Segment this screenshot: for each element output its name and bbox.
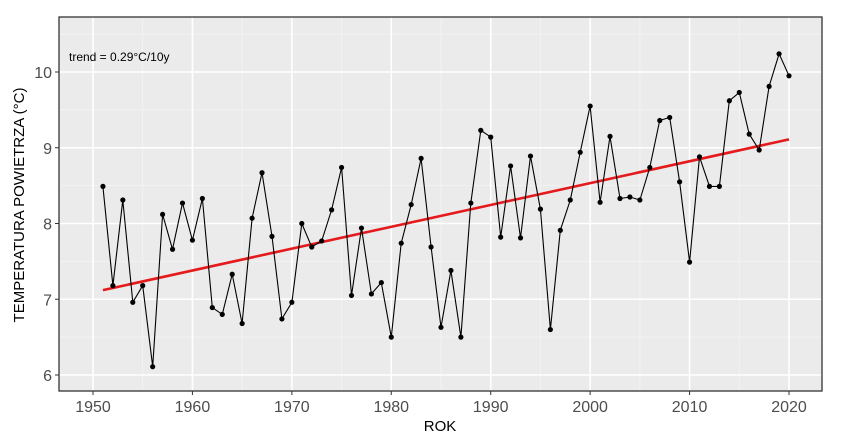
data-point [617,195,623,202]
x-tick-label: 1990 [473,399,509,416]
y-axis-ticks: 6 7 8 9 10 [34,65,59,385]
data-point [527,153,534,159]
data-point [259,170,265,176]
grid-minor [59,17,822,391]
data-point [786,73,792,79]
data-point [716,183,723,189]
data-point [160,211,166,218]
data-point [478,127,484,133]
data-point [567,197,573,203]
data-point [348,292,355,299]
y-tick-label: 9 [43,141,52,158]
data-point [130,299,136,305]
x-tick-label: 2020 [771,399,807,416]
x-axis-ticks: 1950 1960 1970 1980 1990 2000 2010 2020 [75,391,807,416]
data-point [647,164,653,171]
data-point [418,155,424,161]
data-point [508,163,514,169]
x-axis-title: ROK [424,418,457,435]
data-point [398,240,404,246]
x-tick-label: 1960 [175,399,211,416]
y-tick-label: 7 [43,292,52,309]
trend-line [102,138,790,292]
data-point [458,334,464,340]
data-point [537,206,544,212]
data-point [378,279,384,286]
x-tick-label: 2010 [672,399,708,416]
data-point [279,316,285,322]
data-point [239,320,245,327]
data-point [368,291,374,297]
data-point [686,259,693,265]
plot-panel [59,17,822,391]
data-point [587,103,593,109]
data-point [219,311,225,317]
data-point [776,51,782,57]
data-point [637,197,643,203]
data-point [736,89,742,96]
data-point [498,234,504,240]
grid-major [59,17,822,391]
data-point [408,201,414,208]
data-point [329,207,335,213]
data-point [120,197,126,203]
trend-annotation: trend = 0.29°C/10y [69,50,170,64]
data-point [179,200,186,206]
y-tick-label: 6 [43,368,52,385]
data-point [319,238,325,244]
data-point [249,215,255,221]
data-point [597,199,603,205]
data-point [756,147,762,153]
data-point [627,194,633,200]
data-point [100,183,106,189]
data-point [577,149,583,155]
data-point [726,98,732,104]
data-point [299,220,305,227]
data-point [448,267,454,274]
data-point [517,235,524,241]
data-point [766,83,772,89]
data-point [607,133,613,139]
data-point [696,154,703,160]
data-point [488,134,494,140]
x-tick-label: 1980 [373,399,409,416]
x-tick-label: 2000 [572,399,608,416]
data-point [189,237,196,243]
data-point [667,114,673,121]
data-point [309,244,315,250]
panel-border [58,16,823,392]
y-tick-label: 8 [43,217,52,234]
data-point [547,326,553,333]
data-point [746,131,752,137]
data-point [557,227,563,233]
data-point [677,179,683,185]
data-point [229,271,235,277]
x-tick-label: 1950 [75,399,111,416]
data-point [110,283,116,289]
data-point [428,244,434,250]
data-point [358,225,365,231]
data-point [140,283,146,289]
data-point [706,183,713,189]
data-point [338,164,345,171]
data-point [269,233,275,239]
x-tick-label: 1970 [274,399,310,416]
data-point [199,195,205,202]
data-point [150,364,156,370]
data-point [657,117,663,124]
data-point [289,299,295,305]
y-tick-label: 10 [34,65,52,82]
data-point [468,200,474,206]
data-point [438,324,444,330]
data-point [209,304,215,311]
data-point [388,334,394,340]
temperature-series [100,51,792,370]
data-point [169,246,176,252]
y-axis-title: TEMPERATURA POWIETRZA (°C) [11,88,28,323]
